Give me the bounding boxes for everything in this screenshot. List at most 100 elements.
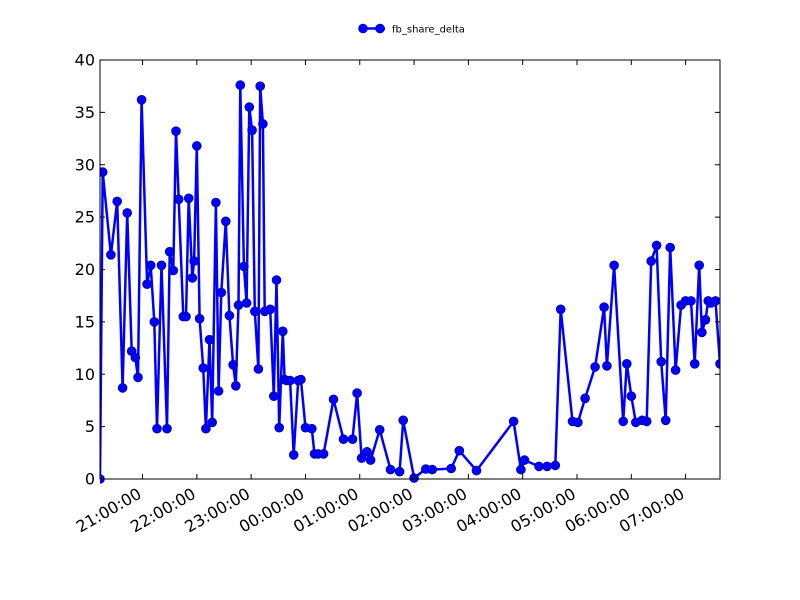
data-point — [224, 310, 235, 321]
data-point — [228, 359, 238, 370]
data-point — [181, 311, 191, 322]
data-point — [609, 260, 619, 271]
legend: fb_share_delta — [358, 23, 465, 36]
data-point — [590, 362, 600, 372]
data-point — [112, 196, 122, 207]
data-point — [285, 375, 295, 386]
data-point — [318, 449, 329, 459]
data-point — [213, 386, 224, 396]
data-point — [689, 358, 700, 369]
data-point — [164, 246, 175, 257]
data-point — [221, 216, 231, 227]
data-point — [247, 125, 257, 135]
legend-marker-left — [358, 23, 368, 34]
y-tick-label: 30 — [75, 155, 95, 174]
data-point — [454, 445, 465, 456]
data-point — [700, 314, 711, 325]
y-tick-label: 10 — [75, 365, 95, 384]
data-point — [211, 197, 221, 208]
data-point — [255, 81, 266, 91]
data-point — [602, 361, 612, 371]
data-point — [328, 394, 339, 405]
y-tick-label: 25 — [75, 208, 95, 227]
y-tick-label: 15 — [75, 312, 95, 331]
data-point — [268, 391, 279, 402]
data-point — [198, 363, 208, 373]
data-point — [374, 424, 385, 435]
data-point — [352, 388, 362, 398]
data-point — [534, 461, 544, 472]
data-point — [618, 416, 629, 427]
data-point — [555, 304, 566, 315]
legend-label: fb_share_delta — [392, 25, 465, 36]
y-tick-label: 0 — [85, 470, 95, 489]
data-point — [347, 434, 358, 445]
data-point — [306, 423, 317, 434]
data-point — [599, 302, 609, 313]
data-point — [171, 126, 181, 136]
data-point — [542, 461, 552, 472]
data-point — [427, 464, 438, 475]
y-tick-label: 40 — [75, 51, 95, 70]
data-point — [162, 423, 172, 434]
data-point — [271, 275, 282, 285]
data-point — [550, 460, 561, 471]
data-point — [156, 260, 167, 271]
data-point — [446, 463, 457, 474]
data-point — [235, 80, 246, 90]
data-point — [133, 372, 143, 383]
data-point — [573, 417, 583, 428]
data-point — [233, 300, 244, 310]
data-point — [277, 326, 288, 337]
data-point — [152, 423, 162, 434]
data-point — [173, 194, 184, 205]
y-tick-label: 20 — [75, 260, 95, 279]
data-point — [130, 352, 141, 363]
data-point — [516, 464, 526, 475]
data-point — [250, 306, 260, 317]
data-point — [192, 141, 202, 151]
data-point — [194, 313, 205, 324]
data-point — [508, 416, 519, 427]
data-point — [145, 260, 156, 271]
data-point — [385, 464, 396, 475]
data-point — [356, 453, 367, 463]
data-point — [697, 327, 707, 338]
data-point — [621, 358, 632, 369]
data-point — [656, 356, 667, 367]
y-tick-label: 5 — [85, 417, 95, 436]
data-point — [149, 317, 160, 327]
data-point — [201, 423, 211, 434]
data-point — [394, 466, 405, 477]
data-point — [122, 208, 132, 218]
data-point — [660, 415, 671, 426]
data-point — [651, 240, 662, 251]
data-point — [187, 273, 198, 283]
data-point — [686, 296, 696, 306]
data-point — [580, 393, 590, 404]
data-point — [231, 380, 241, 391]
data-point — [296, 374, 306, 385]
data-point — [244, 102, 255, 112]
data-point — [106, 250, 116, 260]
data-point — [715, 359, 720, 369]
data-point — [646, 256, 657, 266]
data-point — [207, 417, 217, 428]
data-point — [288, 450, 299, 460]
plot-area — [100, 60, 720, 479]
data-point — [710, 296, 720, 306]
y-axis: 0 5 10 15 20 25 30 35 40 — [75, 51, 720, 489]
data-point — [204, 334, 215, 345]
data-point — [398, 415, 409, 426]
data-point — [274, 422, 285, 433]
data-point — [365, 455, 376, 465]
data-point — [665, 242, 676, 253]
data-point — [241, 298, 252, 308]
data-point — [239, 261, 249, 272]
data-point — [183, 193, 194, 204]
data-point — [168, 265, 179, 276]
data-point — [641, 416, 652, 427]
data-point — [100, 167, 108, 177]
data-point — [338, 434, 349, 445]
